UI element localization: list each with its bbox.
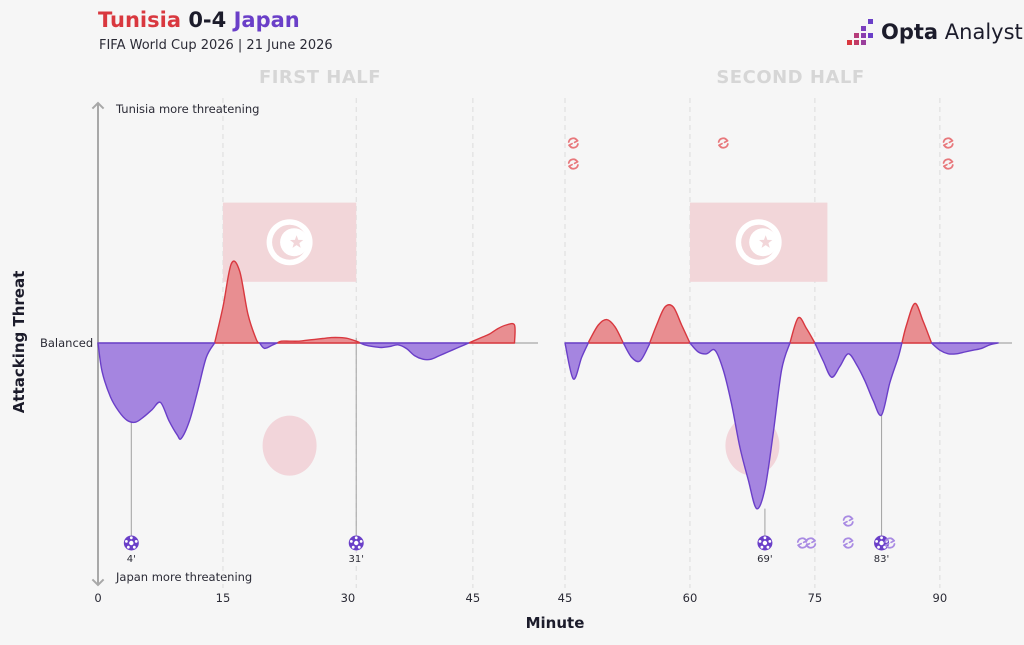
second-half-label: SECOND HALF xyxy=(716,67,864,88)
first-half-goal-minute: 31' xyxy=(348,554,363,565)
substitution-icon xyxy=(842,515,854,527)
bottom-annotation: Japan more threatening xyxy=(115,570,252,584)
first-half-japan-threat-area xyxy=(359,342,470,361)
football-icon xyxy=(123,535,139,551)
top-annotation: Tunisia more threatening xyxy=(115,102,259,116)
first-half-shot-marker xyxy=(262,415,317,476)
substitution-icon xyxy=(567,137,579,149)
away-team-name: Japan xyxy=(233,8,300,32)
second-half-japan-threat-area xyxy=(622,342,651,363)
substitution-icon xyxy=(942,137,954,149)
substitution-icon xyxy=(942,158,954,170)
second-half-tunisia-threat-area xyxy=(648,304,691,344)
first-half-tick-label: 15 xyxy=(216,591,231,605)
home-team-name: Tunisia xyxy=(98,8,181,32)
brand-bold: Opta xyxy=(881,20,939,44)
baseline-label: Balanced xyxy=(40,336,93,350)
second-half-japan-threat-area xyxy=(689,342,791,510)
second-half-tick-label: 75 xyxy=(808,591,823,605)
chart-subtitle: FIFA World Cup 2026 | 21 June 2026 xyxy=(99,38,333,53)
second-half-japan-threat-area xyxy=(930,342,999,355)
first-half-label: FIRST HALF xyxy=(259,67,381,88)
second-half-tunisia-flag xyxy=(689,202,828,282)
first-half-japan-threat-area xyxy=(97,342,216,440)
second-half-japan-threat-area xyxy=(564,342,590,380)
substitution-icon xyxy=(717,137,729,149)
first-half-tick-label: 45 xyxy=(466,591,481,605)
first-half-tunisia-threat-area xyxy=(276,336,362,344)
x-axis-label: Minute xyxy=(526,614,585,632)
football-icon xyxy=(348,535,364,551)
brand-light: Analyst xyxy=(938,20,1023,44)
first-half-tunisia-threat-area xyxy=(213,260,261,344)
brand-wordmark: Opta Analyst xyxy=(881,20,1023,44)
opta-logo-icon xyxy=(847,19,873,45)
match-score: 0-4 xyxy=(188,8,227,32)
second-half-japan-threat-area xyxy=(814,342,903,417)
second-half-tunisia-threat-area xyxy=(901,302,933,344)
second-half-tunisia-threat-area xyxy=(789,316,816,344)
substitution-icon xyxy=(842,537,854,549)
brand-logo: Opta Analyst xyxy=(845,18,1023,50)
first-half-tick-label: 0 xyxy=(94,591,101,605)
first-half-goal-minute: 4' xyxy=(127,554,136,565)
first-half-japan-threat-area xyxy=(258,342,278,350)
second-half-tick-label: 60 xyxy=(683,591,698,605)
y-axis-label: Attacking Threat xyxy=(10,271,28,414)
second-half-goal-minute: 83' xyxy=(874,554,889,565)
second-half-tick-label: 45 xyxy=(558,591,573,605)
chart-title: Tunisia 0-4 Japan xyxy=(98,8,300,32)
substitution-icon xyxy=(805,537,817,549)
substitution-icon xyxy=(796,537,808,549)
second-half-tick-label: 90 xyxy=(933,591,948,605)
second-half-goal-minute: 69' xyxy=(757,554,772,565)
first-half-tunisia-threat-area xyxy=(467,322,516,344)
substitution-icon xyxy=(884,537,896,549)
first-half-tick-label: 30 xyxy=(341,591,356,605)
second-half-tunisia-threat-area xyxy=(587,318,625,344)
substitution-icon xyxy=(567,158,579,170)
first-half-tunisia-flag xyxy=(222,202,357,282)
football-icon xyxy=(757,535,773,551)
football-icon xyxy=(874,535,890,551)
